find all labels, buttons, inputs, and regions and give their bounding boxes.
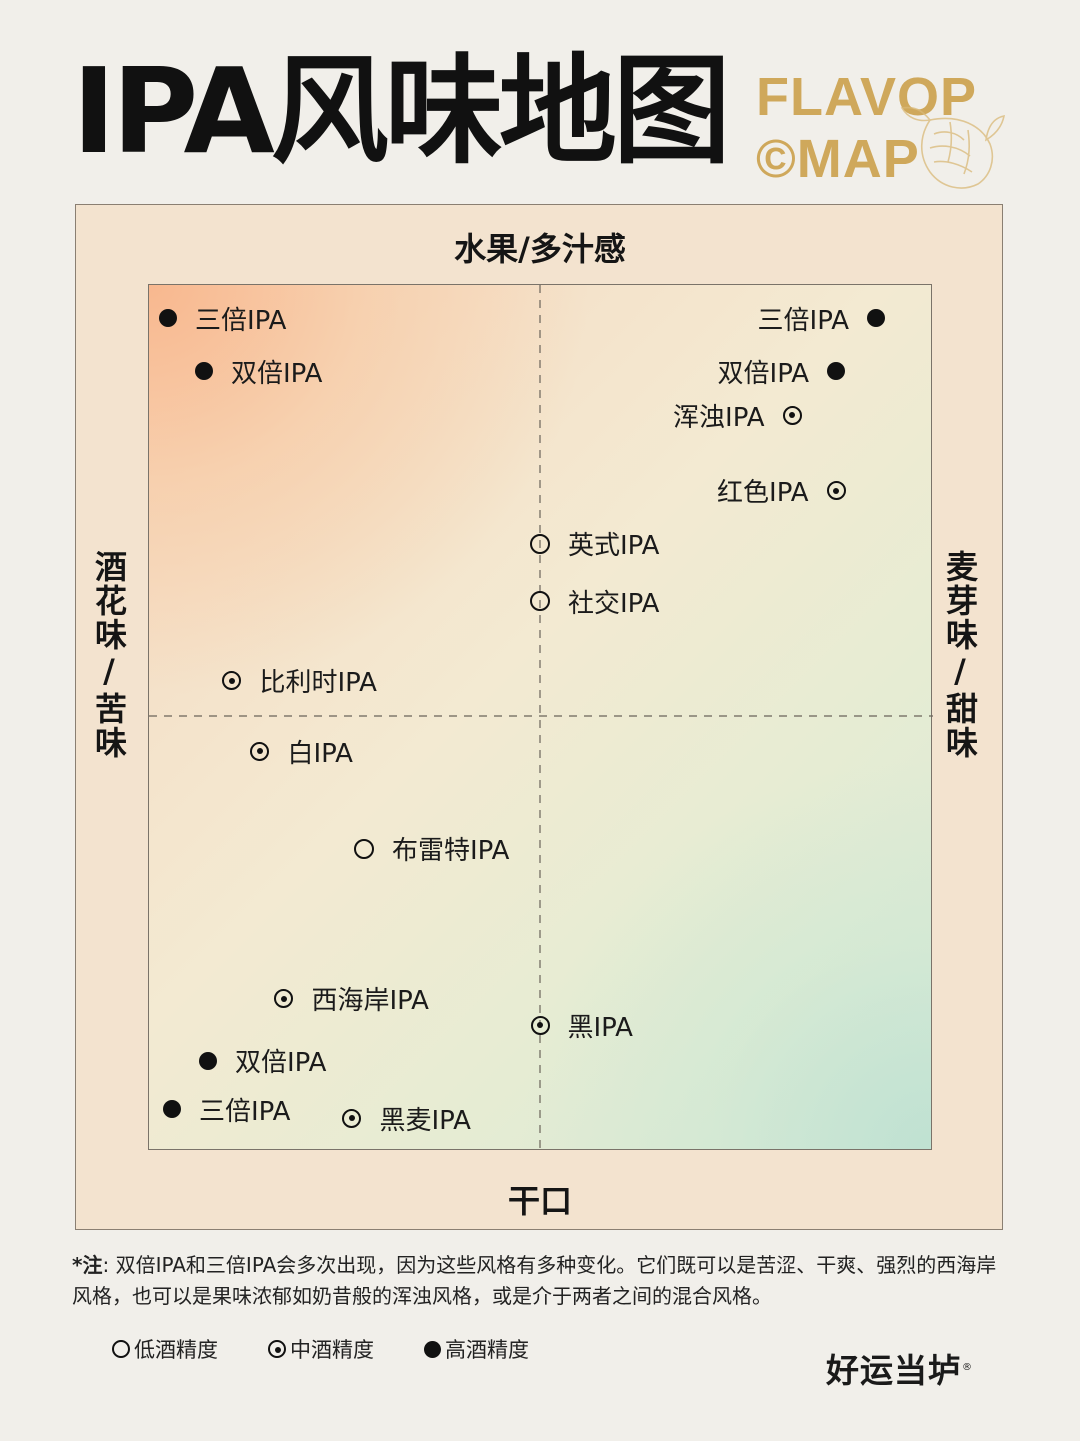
footnote-marker: *注 (72, 1253, 103, 1277)
axis-label-bottom: 干口 (507, 1182, 572, 1220)
mid-strength-icon (782, 405, 802, 425)
legend-item-high: 高酒精度 (424, 1334, 529, 1364)
legend-item-low: 低酒精度 (112, 1334, 218, 1364)
hop-icon (900, 106, 1006, 189)
high-strength-icon (194, 362, 213, 381)
data-point: 比利时IPA (222, 662, 377, 699)
mid-strength-icon (342, 1108, 362, 1128)
data-point-label: 黑麦IPA (379, 1105, 471, 1136)
axis-label-left: 酒花味/苦味 (90, 550, 128, 760)
mid-strength-icon (826, 481, 846, 501)
data-point-label: 红色IPA (717, 478, 809, 509)
low-strength-icon (530, 591, 550, 612)
legend-label-high: 高酒精度 (445, 1338, 529, 1362)
data-point-label: 比利时IPA (259, 668, 377, 699)
data-point: 三倍IPA (158, 300, 287, 337)
high-strength-icon (867, 309, 886, 328)
data-point-label: 双倍IPA (717, 358, 810, 389)
flavor-map-logo: FLAVOP ©MAP (756, 70, 1006, 190)
data-point-label: 布雷特IPA (391, 836, 510, 867)
quadrant-grid (149, 285, 933, 1151)
data-point-label: 三倍IPA (198, 1096, 291, 1127)
data-point-label: 浑浊IPA (673, 402, 765, 433)
data-point: 浑浊IPA (673, 397, 802, 434)
logo-text-line1: FLAVOP (756, 67, 977, 127)
mid-strength-icon (222, 671, 242, 691)
data-point: 红色IPA (717, 472, 846, 509)
data-point-label: 西海岸IPA (311, 986, 429, 1017)
mid-strength-icon (530, 1015, 550, 1035)
mid-strength-icon (250, 741, 270, 761)
data-point-label: 三倍IPA (757, 305, 850, 336)
data-point: 西海岸IPA (274, 980, 429, 1017)
low-strength-icon (353, 838, 374, 859)
data-point-label: 双倍IPA (230, 358, 323, 389)
high-strength-icon (827, 362, 846, 381)
footnote: *注: 双倍IPA和三倍IPA会多次出现，因为这些风格有多种变化。它们既可以是苦… (72, 1250, 1012, 1312)
legend: 低酒精度 中酒精度 高酒精度 (112, 1334, 529, 1364)
brand-logo: 好运当垆® (826, 1344, 973, 1392)
data-point: 英式IPA (530, 525, 659, 562)
data-point-label: 三倍IPA (194, 305, 287, 336)
data-point-label: 双倍IPA (234, 1048, 327, 1079)
footnote-text: : 双倍IPA和三倍IPA会多次出现，因为这些风格有多种变化。它们既可以是苦涩、… (72, 1253, 997, 1308)
data-point: 黑麦IPA (342, 1100, 471, 1137)
high-strength-icon (162, 1100, 181, 1119)
axis-label-top: 水果/多汁感 (454, 230, 626, 268)
legend-item-mid: 中酒精度 (268, 1334, 374, 1364)
high-strength-icon (158, 309, 177, 328)
high-strength-icon (424, 1340, 441, 1358)
high-strength-icon (198, 1051, 217, 1070)
data-point: 白IPA (250, 733, 353, 770)
plot-area: 三倍IPA 双倍IPA 三倍IPA 双倍IPA 浑浊IPA 红色IPA 英式IPA 社交IPA… (148, 284, 933, 1151)
logo-text-line2: ©MAP (756, 129, 920, 189)
data-point-label: 英式IPA (568, 531, 660, 562)
legend-label-mid: 中酒精度 (290, 1338, 374, 1362)
data-point: 双倍IPA (198, 1042, 327, 1079)
brand-name: 好运当垆 (826, 1351, 962, 1390)
low-strength-icon (530, 533, 550, 554)
data-point-label: 社交IPA (568, 588, 660, 619)
page-title: IPA风味地图 (72, 42, 731, 180)
data-point: 黑IPA (530, 1007, 633, 1044)
data-point: 双倍IPA (194, 353, 323, 390)
legend-label-low: 低酒精度 (134, 1338, 218, 1362)
data-point: 布雷特IPA (353, 830, 510, 867)
data-point-label: 黑IPA (567, 1012, 633, 1043)
axis-label-right: 麦芽味/甜味 (941, 550, 979, 760)
brand-registered-mark: ® (962, 1362, 973, 1373)
data-point: 三倍IPA (162, 1091, 291, 1128)
data-point: 双倍IPA (717, 353, 846, 390)
low-strength-icon (112, 1340, 130, 1358)
data-point-label: 白IPA (287, 738, 353, 769)
mid-strength-icon (274, 989, 294, 1009)
data-point: 三倍IPA (757, 300, 886, 337)
mid-strength-icon (268, 1340, 286, 1358)
data-point: 社交IPA (530, 583, 659, 620)
